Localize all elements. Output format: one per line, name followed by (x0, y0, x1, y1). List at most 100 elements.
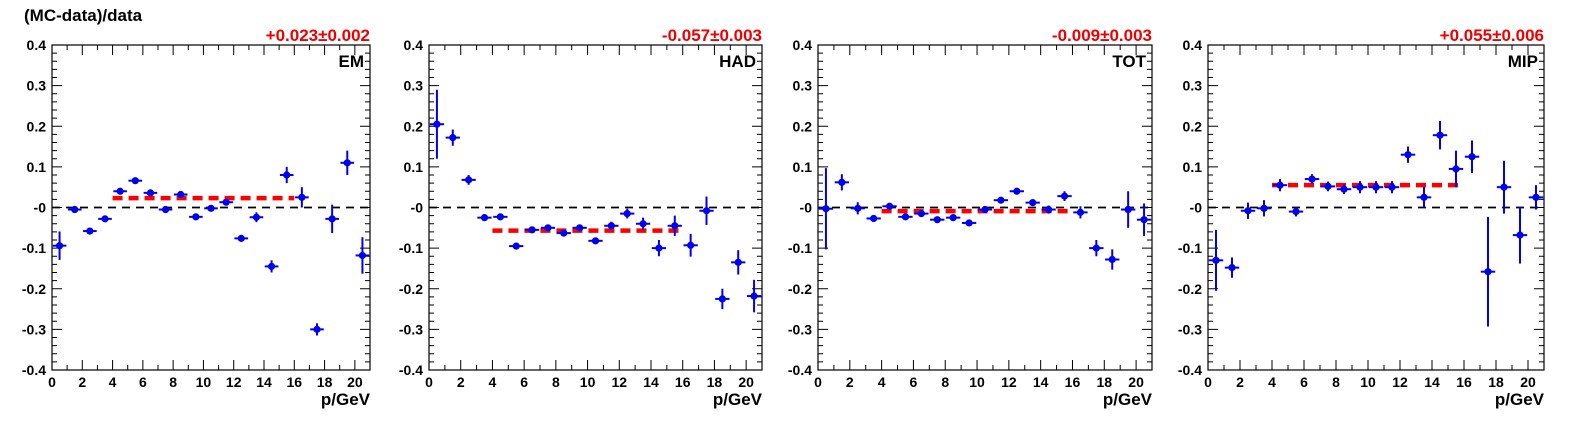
data-point (870, 214, 878, 223)
x-tick-label: 6 (139, 374, 147, 390)
data-point (71, 205, 79, 214)
x-tick-label: 2 (1236, 374, 1244, 390)
data-point (512, 242, 520, 250)
y-tick-label: 0.1 (793, 159, 813, 175)
y-tick-label: -0.3 (1178, 321, 1202, 337)
data-point (116, 187, 124, 195)
data-point (1500, 183, 1508, 191)
y-tick-label: 0.1 (1183, 159, 1203, 175)
x-tick-label: 18 (707, 374, 723, 390)
y-tick-label: -0.3 (22, 321, 46, 337)
x-tick-label: 10 (580, 374, 596, 390)
data-point (283, 171, 291, 179)
data-point (1260, 204, 1268, 212)
chart-panel-mip: 0 2 4 6 8 10 12 14 16 18 20 -0.4 -0.3 -0.2 -0.1 -0 0.1 0.… (1178, 26, 1545, 409)
x-tick-label: 16 (1065, 374, 1081, 390)
y-tick-label: 0.3 (1183, 78, 1203, 94)
data-point (1045, 205, 1053, 214)
data-point (687, 241, 695, 249)
data-point (496, 213, 504, 221)
data-point (1404, 151, 1412, 159)
y-tick-label: 0.4 (1183, 37, 1203, 53)
x-tick-label: 6 (910, 374, 918, 390)
data-point (901, 213, 910, 221)
data-point (623, 209, 631, 218)
x-tick-label: 16 (286, 374, 302, 390)
y-tick-label: 0.2 (27, 118, 47, 134)
data-point (298, 193, 306, 201)
data-point (1092, 244, 1100, 252)
y-tick-label: 0.2 (1183, 118, 1203, 134)
y-tick-label: -0.2 (1178, 281, 1202, 297)
y-tick-label: 0.2 (404, 118, 424, 134)
data-point (591, 237, 600, 245)
x-tick-label: 2 (846, 374, 854, 390)
data-point (343, 159, 351, 167)
data-point (449, 134, 457, 142)
x-tick-label: 4 (489, 374, 497, 390)
data-point (1532, 193, 1540, 201)
data-point (854, 204, 862, 212)
data-point (885, 202, 894, 210)
x-tick-label: 8 (1332, 374, 1340, 390)
data-point (1140, 216, 1148, 224)
x-tick-label: 12 (611, 374, 627, 390)
x-tick-label: 20 (1520, 374, 1536, 390)
data-point (86, 227, 94, 235)
y-tick-label: -0 (34, 200, 47, 216)
data-point (1372, 183, 1380, 191)
data-point (1340, 185, 1348, 193)
x-tick-label: 20 (738, 374, 754, 390)
data-point (671, 222, 679, 230)
data-point (1452, 165, 1460, 173)
y-tick-label: 0.3 (27, 78, 47, 94)
data-point (1356, 183, 1364, 191)
data-point (822, 205, 830, 213)
data-point (1276, 181, 1284, 189)
data-point (1292, 207, 1300, 216)
x-tick-label: 16 (675, 374, 691, 390)
data-point (1244, 207, 1252, 215)
data-point (237, 234, 245, 242)
x-tick-label: 4 (878, 374, 886, 390)
data-point (252, 213, 261, 221)
data-point (1388, 183, 1396, 191)
data-point (981, 205, 989, 214)
data-point (1013, 187, 1021, 195)
chart-panel-had: 0 2 4 6 8 10 12 14 16 18 20 -0.4 -0.3 -0.2 -0.1 -0 0.1 0.… (399, 26, 763, 409)
x-axis-title: p/GeV (1495, 390, 1545, 409)
x-tick-label: 10 (1360, 374, 1376, 390)
y-tick-label: -0 (1190, 200, 1203, 216)
y-tick-label: 0.2 (793, 118, 813, 134)
data-point (480, 214, 489, 222)
data-point (1228, 264, 1236, 272)
x-tick-label: 0 (425, 374, 433, 390)
y-tick-label: -0.4 (399, 362, 423, 378)
y-tick-label: -0.4 (1178, 362, 1202, 378)
x-tick-label: 0 (1204, 374, 1212, 390)
x-tick-label: 10 (196, 374, 212, 390)
data-point (1484, 268, 1492, 276)
panel-label: HAD (719, 52, 756, 71)
data-point (1124, 205, 1132, 214)
x-tick-label: 2 (457, 374, 465, 390)
fit-value-label: +0.023±0.002 (266, 26, 370, 45)
y-tick-label: 0.4 (404, 37, 424, 53)
x-axis-title: p/GeV (1103, 390, 1153, 409)
x-tick-label: 6 (1300, 374, 1308, 390)
data-point (358, 251, 367, 260)
x-tick-label: 12 (1001, 374, 1017, 390)
data-point (933, 216, 941, 224)
x-tick-label: 6 (520, 374, 528, 390)
y-tick-label: 0.3 (404, 78, 424, 94)
data-point (161, 205, 170, 214)
x-tick-label: 14 (1033, 374, 1049, 390)
y-tick-label: -0.1 (1178, 240, 1202, 256)
y-tick-label: -0.3 (399, 321, 423, 337)
data-point (101, 215, 109, 223)
fit-value-label: -0.009±0.003 (1052, 26, 1152, 45)
fit-value-label: +0.055±0.006 (1440, 26, 1544, 45)
data-point (576, 224, 584, 232)
x-tick-label: 14 (256, 374, 272, 390)
y-tick-label: 0.1 (404, 159, 424, 175)
